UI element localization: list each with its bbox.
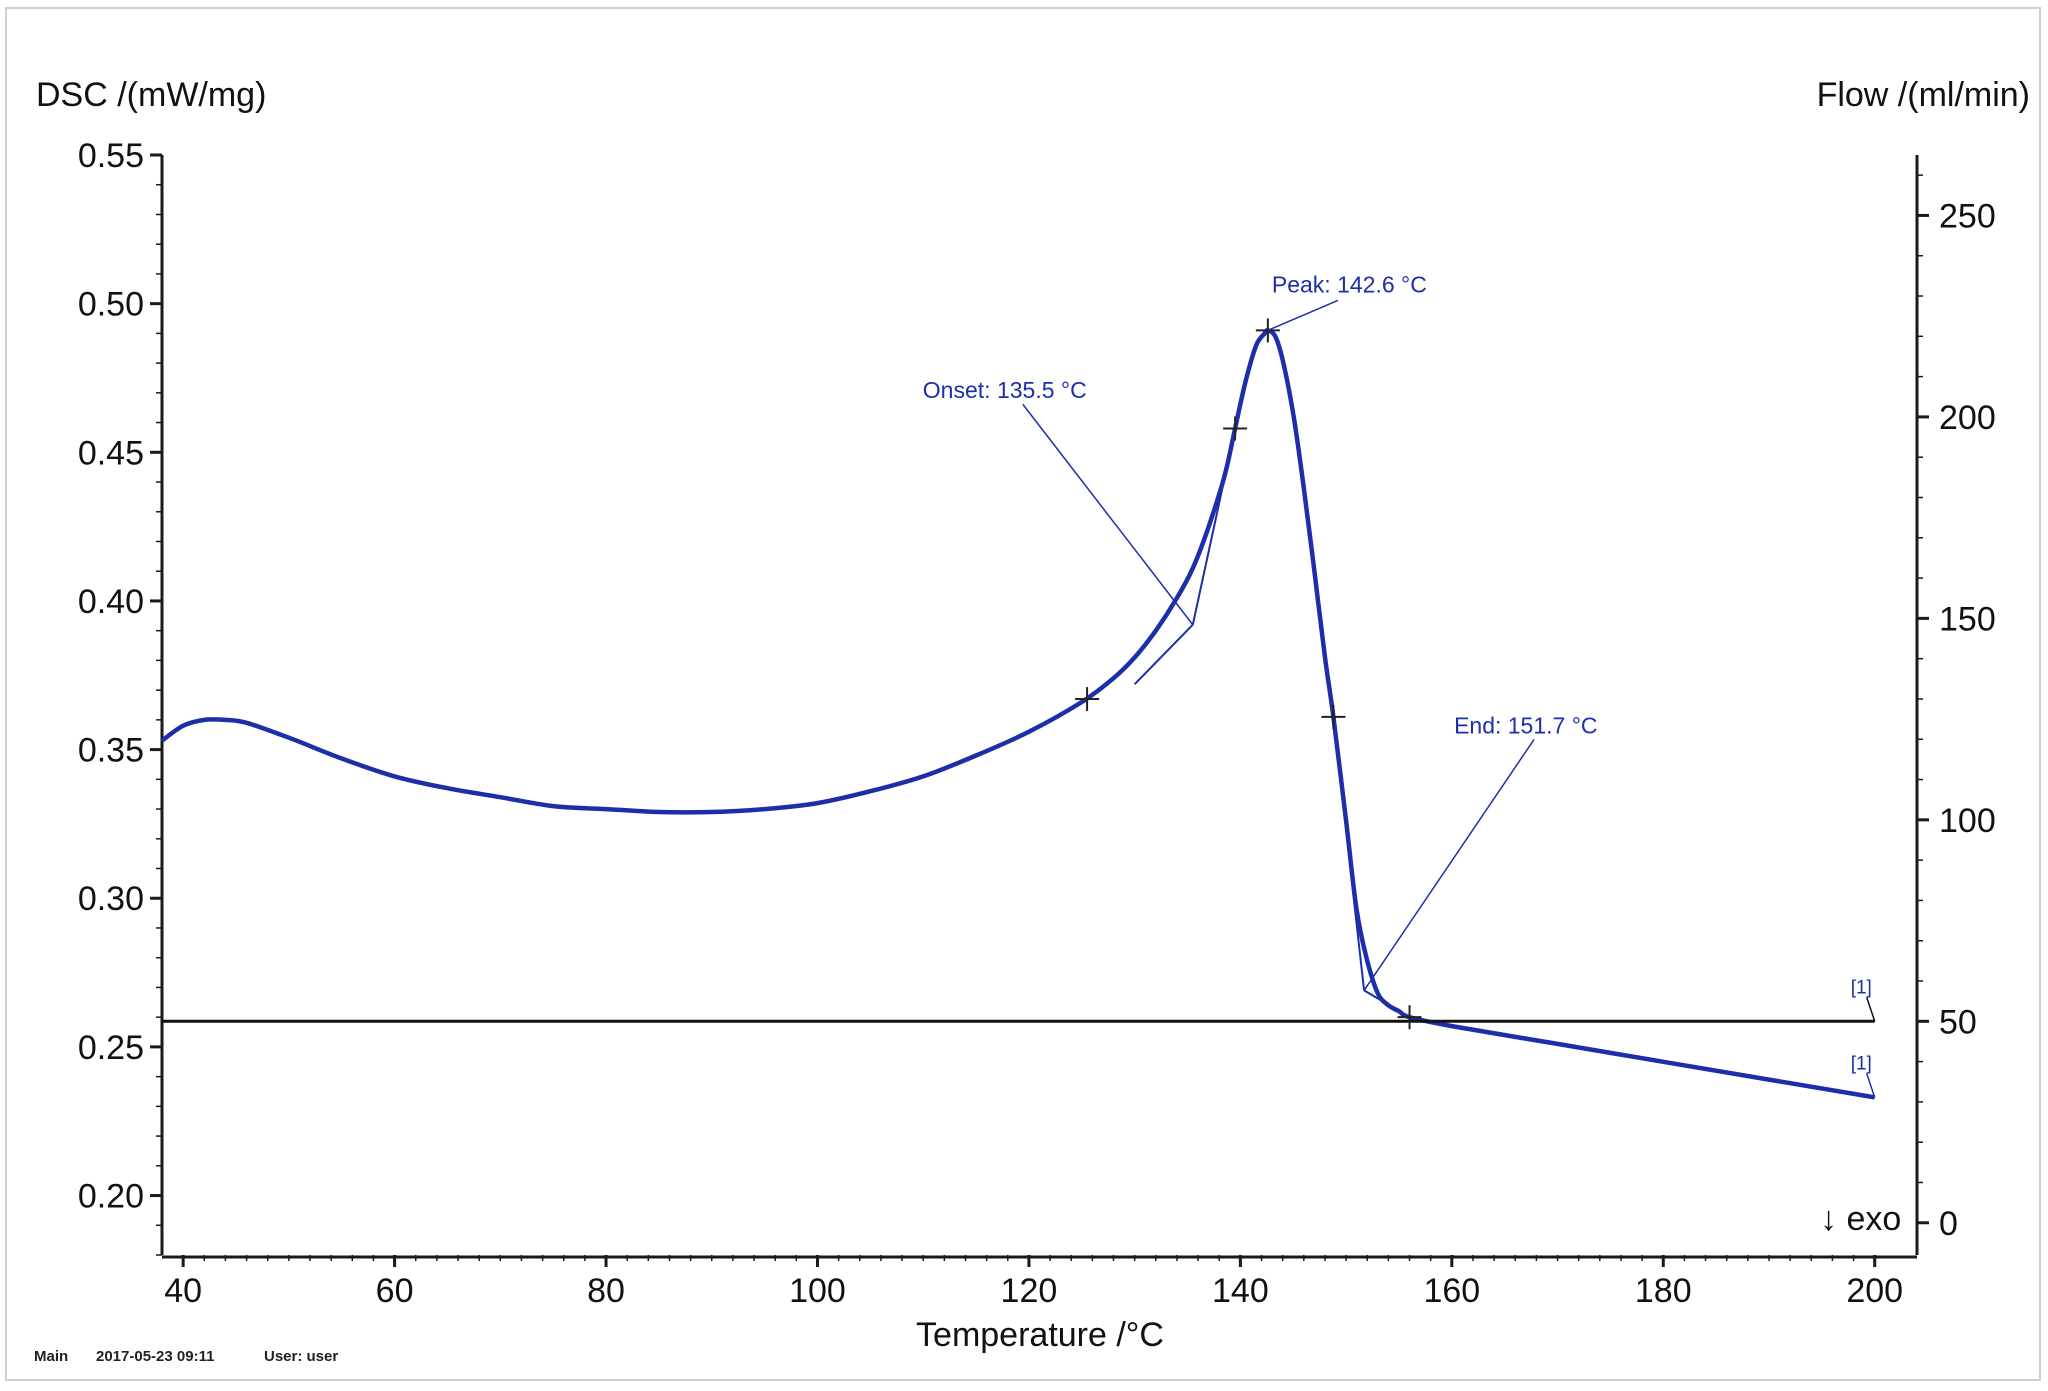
footer-datetime: 2017-05-23 09:11 xyxy=(96,1348,214,1365)
y-tick-label: 0.20 xyxy=(78,1178,144,1216)
marker-group xyxy=(1075,318,1422,1030)
x-tick-label: 80 xyxy=(587,1272,625,1310)
y-tick-label: 0.35 xyxy=(78,732,144,770)
x-tick-label: 140 xyxy=(1212,1272,1269,1310)
tangent-line xyxy=(1133,624,1194,685)
x-tick-label: 40 xyxy=(164,1272,202,1310)
x-axis-title: Temperature /°C xyxy=(916,1316,1164,1354)
y-axis-title: DSC /(mW/mg) xyxy=(36,76,266,114)
x-tick-label: 160 xyxy=(1423,1272,1480,1310)
annotation-leader xyxy=(1022,403,1194,626)
series-tag-leader xyxy=(1865,997,1876,1022)
y-tick-label: 0.55 xyxy=(78,137,144,175)
footer-module: Main xyxy=(34,1348,68,1365)
series-tag: [1] xyxy=(1851,977,1872,998)
y2-tick-label: 200 xyxy=(1939,399,1996,437)
series-tag-leader xyxy=(1865,1073,1876,1098)
page-border xyxy=(5,7,2041,1381)
x-tick-label: 100 xyxy=(789,1272,846,1310)
y-tick-label: 0.25 xyxy=(78,1029,144,1067)
y2-tick-label: 50 xyxy=(1939,1003,1977,1041)
y-tick-label: 0.50 xyxy=(78,286,144,324)
annotation-peak: Peak: 142.6 °C xyxy=(1272,271,1427,297)
x-tick-label: 180 xyxy=(1635,1272,1692,1310)
tick-group: 0.20 0.25 0.30 0.35 0.40 0.45 0.50 0.55 0 50 100 15… xyxy=(78,137,1996,1310)
x-tick-label: 120 xyxy=(1001,1272,1058,1310)
tangent-lines xyxy=(1133,380,1411,1019)
y-tick-label: 0.30 xyxy=(78,880,144,918)
footer-user: User: user xyxy=(264,1348,338,1365)
annotation-leader xyxy=(1363,739,1535,991)
annotation-leader xyxy=(1267,299,1339,332)
dsc-curve xyxy=(160,328,1876,1100)
y2-tick-label: 250 xyxy=(1939,197,1996,235)
annotation-onset: Onset: 135.5 °C xyxy=(923,377,1087,403)
annotation-group: Onset: 135.5 °C Peak: 142.6 °C End: 151.7 … xyxy=(923,271,1598,991)
y2-tick-label: 0 xyxy=(1939,1205,1958,1243)
annotation-end: End: 151.7 °C xyxy=(1454,712,1597,738)
y2-axis-title: Flow /(ml/min) xyxy=(1817,76,2030,114)
y-tick-label: 0.40 xyxy=(78,583,144,621)
y-tick-label: 0.45 xyxy=(78,434,144,472)
x-tick-label: 200 xyxy=(1846,1272,1903,1310)
y2-tick-label: 100 xyxy=(1939,802,1996,840)
x-tick-label: 60 xyxy=(376,1272,414,1310)
series-group: [1] [1] xyxy=(160,328,1876,1100)
series-tag: [1] xyxy=(1851,1053,1872,1074)
exo-indicator: ↓ exo xyxy=(1820,1200,1901,1238)
y2-tick-label: 150 xyxy=(1939,600,1996,638)
